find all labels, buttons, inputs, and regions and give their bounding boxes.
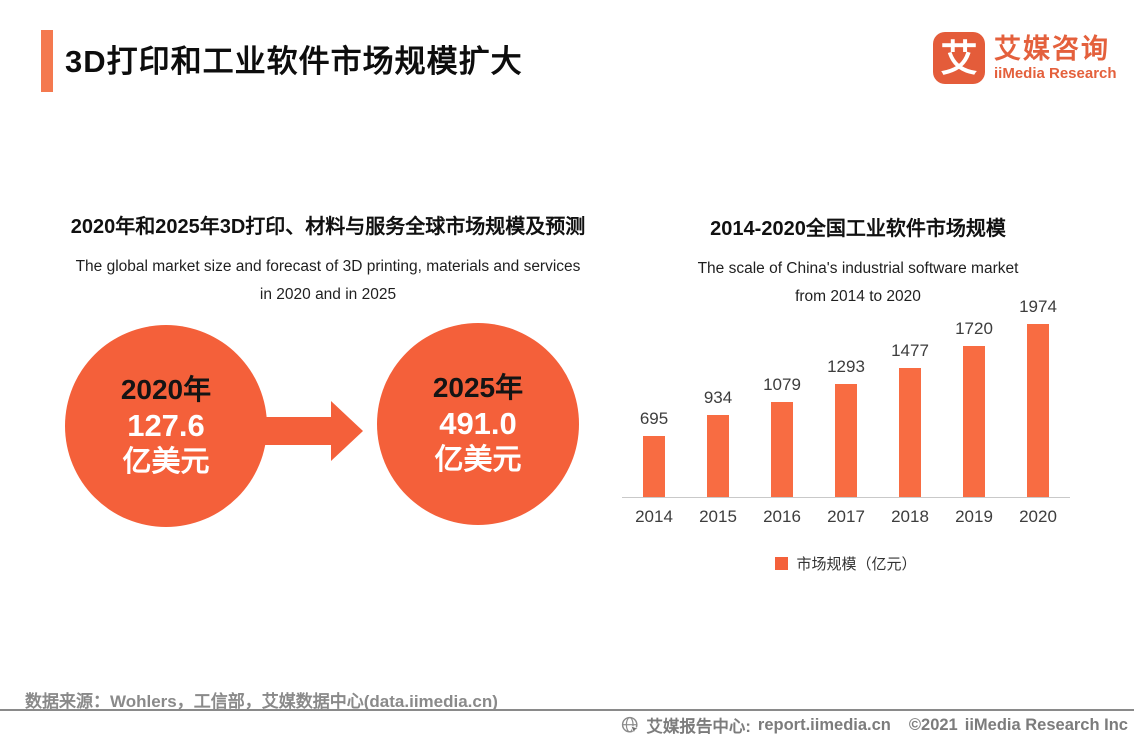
circle-2025-year: 2025年	[432, 372, 524, 403]
right-panel-subtitle-line2: from 2014 to 2020	[795, 288, 921, 305]
x-tick-2017: 2017	[827, 507, 865, 526]
globe-cursor-icon	[621, 716, 640, 735]
bar-column-2018: 1477	[878, 341, 942, 497]
bar-chart-plot-area: 695 934 1079 1293 1477 1720 1974	[622, 292, 1070, 497]
logo-text: 艾媒咨询 iiMedia Research	[994, 34, 1117, 82]
copyright-text: ©2021	[908, 715, 958, 734]
circle-2020: 2020年 127.6 亿美元	[65, 325, 267, 527]
bar-column-2014: 695	[622, 409, 686, 497]
page-title: 3D打印和工业软件市场规模扩大	[65, 44, 523, 79]
left-panel-title: 2020年和2025年3D打印、材料与服务全球市场规模及预测	[70, 216, 586, 238]
bar-value-label-2016: 1079	[763, 375, 801, 394]
global-3d-printing-heading: 2020年和2025年3D打印、材料与服务全球市场规模及预测 The globa…	[22, 210, 634, 309]
circle-2020-year: 2020年	[120, 374, 212, 405]
bar-2016	[771, 402, 793, 497]
bar-value-label-2018: 1477	[891, 341, 929, 360]
data-source-note: 数据来源：Wohlers，工信部，艾媒数据中心(data.iimedia.cn)	[25, 692, 498, 711]
x-tick-2019: 2019	[955, 507, 993, 526]
bar-2019	[963, 346, 985, 497]
left-panel-subtitle-line2: in 2020 and in 2025	[259, 286, 397, 303]
circle-2020-unit: 亿美元	[122, 446, 210, 478]
x-tick-2014: 2014	[635, 507, 673, 526]
bar-column-2015: 934	[686, 388, 750, 497]
iimedia-logo: 艾 艾媒咨询 iiMedia Research	[933, 32, 1117, 84]
bar-column-2016: 1079	[750, 375, 814, 497]
left-panel-subtitle-line1: The global market size and forecast of 3…	[75, 258, 581, 275]
x-tick-2016: 2016	[763, 507, 801, 526]
x-tick-2015: 2015	[699, 507, 737, 526]
bar-value-label-2015: 934	[703, 388, 733, 407]
report-center-label: 艾媒报告中心:	[646, 718, 751, 736]
legend-label: 市场规模（亿元）	[796, 556, 917, 573]
bar-2017	[835, 384, 857, 497]
logo-name-en: iiMedia Research	[994, 65, 1117, 82]
industrial-software-bar-chart: 695 934 1079 1293 1477 1720 1974 2014 2015 2016 2…	[622, 292, 1070, 574]
chart-legend: 市场规模（亿元）	[622, 553, 1070, 574]
growth-arrow-head-icon	[331, 401, 363, 461]
right-panel-title: 2014-2020全国工业软件市场规模	[710, 218, 1006, 240]
circle-2025-value: 491.0	[439, 406, 517, 441]
bar-column-2019: 1720	[942, 319, 1006, 497]
footer-divider	[0, 709, 1134, 711]
bar-2018	[899, 368, 921, 497]
bar-column-2020: 1974	[1006, 297, 1070, 497]
footer-report-center: 艾媒报告中心: report.iimedia.cn ©2021 iiMedia …	[621, 713, 1128, 737]
logo-icon-glyph: 艾	[940, 37, 978, 79]
bar-2014	[643, 436, 665, 497]
legend-swatch-icon	[775, 557, 789, 570]
x-axis-tick-labels: 2014 2015 2016 2017 2018 2019 2020	[622, 507, 1070, 527]
bar-value-label-2019: 1720	[955, 319, 993, 338]
report-center-url[interactable]: report.iimedia.cn	[757, 715, 891, 734]
circle-2025-unit: 亿美元	[434, 444, 522, 476]
circle-2020-value: 127.6	[127, 408, 205, 443]
bar-column-2017: 1293	[814, 357, 878, 497]
growth-arrow-body	[258, 417, 332, 445]
logo-name-cn: 艾媒咨询	[994, 34, 1110, 64]
bar-2015	[707, 415, 729, 497]
right-panel-subtitle-line1: The scale of China's industrial software…	[697, 260, 1019, 277]
industrial-software-heading: 2014-2020全国工业软件市场规模 The scale of China's…	[628, 212, 1088, 311]
bar-2020	[1027, 324, 1049, 497]
iimedia-logo-icon: 艾	[933, 32, 985, 84]
title-accent-bar	[41, 30, 53, 92]
bar-value-label-2017: 1293	[827, 357, 865, 376]
company-name: iiMedia Research Inc	[964, 715, 1128, 734]
circle-2025: 2025年 491.0 亿美元	[377, 323, 579, 525]
x-tick-2018: 2018	[891, 507, 929, 526]
bar-value-label-2014: 695	[639, 409, 669, 428]
x-tick-2020: 2020	[1019, 507, 1057, 526]
bar-value-label-2020: 1974	[1019, 297, 1057, 316]
x-axis-line	[622, 497, 1070, 498]
